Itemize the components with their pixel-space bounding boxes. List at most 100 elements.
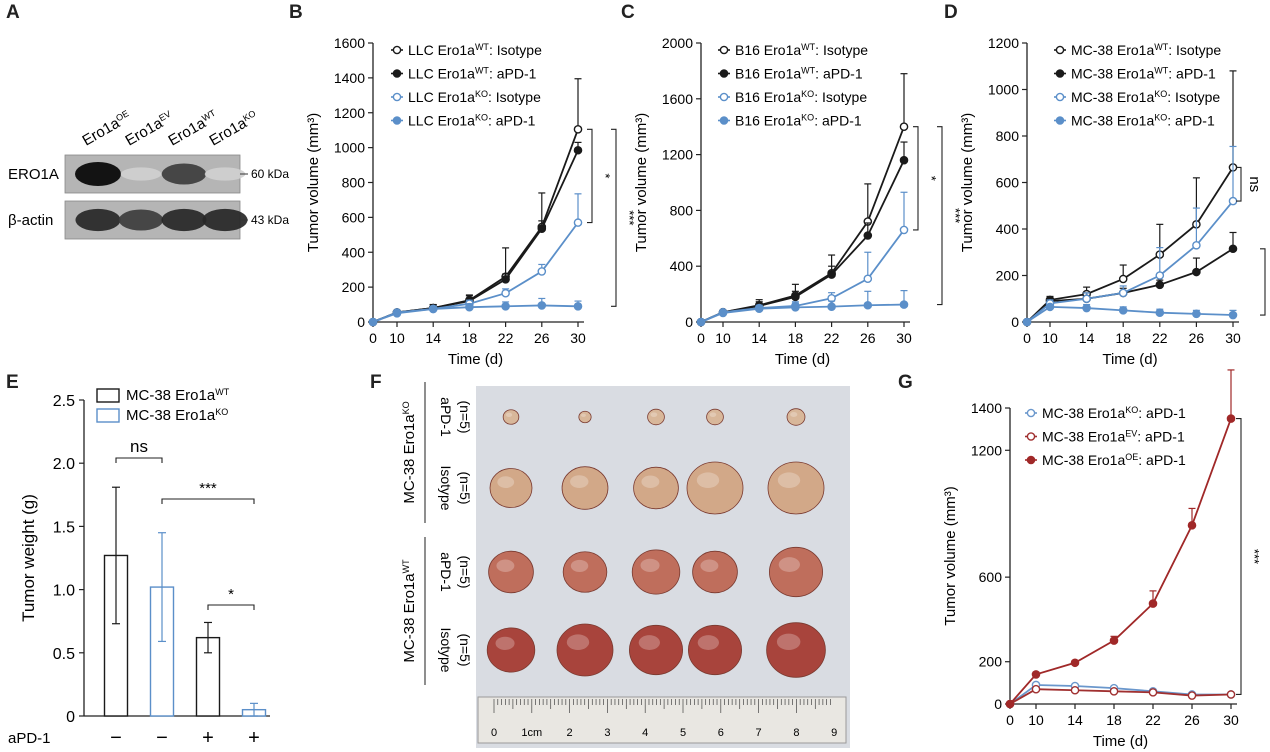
data-point [1070,685,1080,695]
y-tick-label: 400 [670,258,694,274]
data-point [501,274,510,284]
panel-f-tumor-photo: MC-38 Ero1aKO aPD-1 (n=5)Isotype (n=5)MC-38… [401,382,850,748]
n-label: (n=5) [457,471,473,504]
legend-swatch-marker [719,92,729,102]
legend-entry: MC-38 Ero1aWT [126,387,230,404]
tumor-specimen [766,622,826,678]
data-point [863,300,873,310]
x-tick-label: 22 [1145,712,1161,728]
lane-label: Ero1aOE [80,108,134,149]
tumor-highlight [495,636,515,650]
legend-swatch-marker [1055,45,1065,55]
x-tick-label: 10 [389,330,405,346]
data-point [392,308,402,317]
significance-label: * [228,586,234,603]
x-tick-label: 14 [1067,712,1083,728]
tumor-highlight [505,412,513,418]
legend-swatch-marker [1026,408,1036,418]
data-point [1187,521,1197,530]
tumor-highlight [570,475,589,488]
x-tick-label: 26 [1189,330,1205,346]
y-tick-label: 1200 [988,35,1019,51]
blot-band [75,208,121,232]
x-tick-label: 18 [1115,330,1131,346]
tumor-specimen [786,408,806,426]
y-tick-label: 400 [342,244,366,260]
legend-swatch-marker [392,116,402,125]
y-tick-label: 800 [996,128,1020,144]
group-label: MC-38 Ero1aKO [401,401,418,503]
y-tick-label: 0.5 [53,646,75,663]
series-line [1026,200,1234,323]
tumor-specimen [489,468,533,508]
y-tick-label: 0 [357,314,365,330]
y-tick-label: 1.0 [53,583,75,600]
y-axis-title: Tumor volume (mm³) [305,113,322,252]
x-tick-label: 10 [715,330,731,346]
data-point [1192,267,1201,277]
y-tick-label: 0 [994,696,1002,712]
legend-entry: MC-38 Ero1aKO: Isotype [1071,89,1220,105]
legend-entry: B16 Ero1aKO: aPD-1 [735,113,862,129]
x-tick-label: 18 [462,330,478,346]
x-tick-label: 22 [824,330,840,346]
y-tick-label: 1200 [334,105,365,121]
series-line [1026,305,1234,323]
series-line [372,304,579,323]
data-point [899,155,909,165]
data-point [718,308,728,318]
data-point [1005,699,1015,709]
significance-label: *** [199,480,217,497]
data-point [1118,274,1128,284]
ruler-label: 1cm [521,727,542,739]
x-tick-label: 26 [534,330,550,346]
data-point [1192,309,1201,319]
panel-letter-a: A [6,2,20,23]
data-point [1070,658,1080,668]
x-tick-label: 0 [1023,330,1031,346]
significance-bracket [587,128,593,224]
tumor-highlight [709,412,717,417]
y-tick-label: 800 [670,202,694,218]
blot-band [120,167,162,181]
significance-bracket [1236,418,1242,696]
panel-letter-c: C [621,2,635,23]
treatment-label: Isotype [438,627,454,672]
row-label: β-actin [8,212,53,229]
panel-g-chart: 0 200 600 1200 1400 0 10 14 18 22 26 30 Time (d) Tumo… [942,369,1262,750]
legend-entry: LLC Ero1aWT: aPD-1 [408,66,537,82]
tumor-specimen [629,624,684,676]
panel-e-chart: 0 0.5 1.0 1.5 2.0 2.5 Tumor weight (g) − − + + aPD-… [8,387,270,749]
x-tick-label: 0 [369,330,377,346]
ruler-label: 5 [680,727,686,739]
tumor-specimen [692,550,738,594]
y-tick-label: 1600 [334,35,365,51]
x-axis-title: Time (d) [448,351,503,368]
tumor-specimen [556,623,614,677]
ruler-label: 7 [756,727,762,739]
data-point [537,224,547,234]
panel-c-chart: 0 400 800 1200 1600 2000 0 10 14 18 22 26 30 Time (d)… [633,35,963,368]
significance-bracket [611,128,617,307]
tumor-highlight [496,559,515,572]
data-point [1109,687,1119,696]
y-tick-label: 200 [979,654,1003,670]
x-axis-title: Time (d) [1102,351,1157,368]
category-label: − [110,727,122,749]
significance-bracket [161,498,255,504]
x-tick-label: 14 [751,330,767,346]
significance-label: ns [130,437,148,456]
tumor-highlight [776,633,801,650]
lane-label: Ero1aEV [123,109,177,150]
legend-swatch-marker [719,116,729,125]
data-point [1187,691,1197,700]
data-point [899,122,909,131]
ruler-label: 6 [718,727,724,739]
data-point [573,302,583,311]
tumor-highlight [790,412,798,417]
y-axis-title: Tumor volume (mm³) [959,113,976,252]
x-tick-label: 22 [498,330,514,346]
data-point [827,302,836,311]
category-label: + [248,727,260,749]
data-point [1031,684,1041,694]
